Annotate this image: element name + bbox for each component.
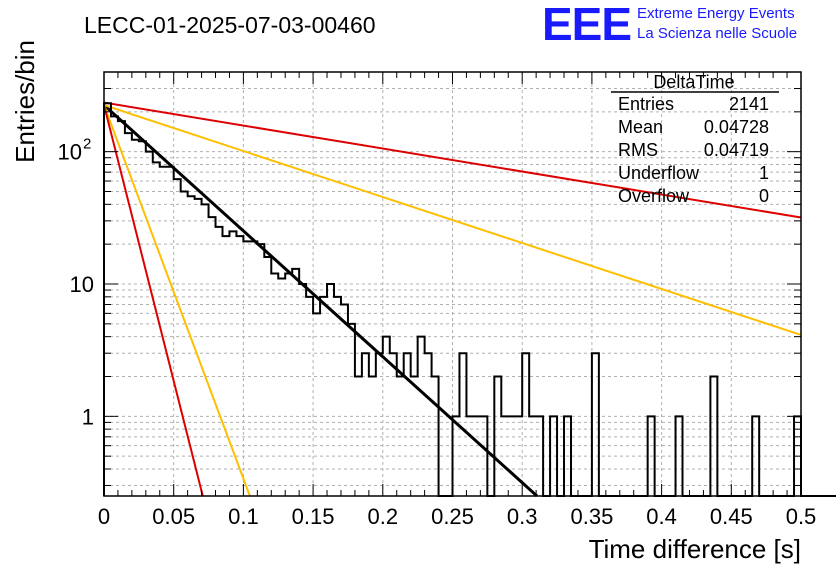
x-tick-label: 0 bbox=[98, 504, 110, 529]
fit-curve bbox=[103, 101, 802, 219]
y-axis-label: Entries/bin bbox=[10, 40, 40, 163]
logo-eee: EEE bbox=[542, 0, 631, 50]
x-tick-label: 0.15 bbox=[292, 504, 335, 529]
stats-value: 0.04728 bbox=[704, 117, 769, 137]
y-tick-label: 10 bbox=[70, 272, 94, 297]
x-tick-label: 0.3 bbox=[507, 504, 538, 529]
x-tick-label: 0.45 bbox=[710, 504, 753, 529]
stats-value: 2141 bbox=[729, 94, 769, 114]
x-tick-label: 0.1 bbox=[228, 504, 259, 529]
stats-label: Underflow bbox=[618, 163, 700, 183]
x-tick-label: 0.25 bbox=[431, 504, 474, 529]
y-tick-label: 10 bbox=[58, 140, 82, 165]
stats-label: RMS bbox=[618, 140, 658, 160]
x-tick-label: 0.05 bbox=[152, 504, 195, 529]
y-tick-exponent: 2 bbox=[83, 136, 91, 153]
logo-line-1: Extreme Energy Events bbox=[637, 5, 795, 22]
chart-title: LECC-01-2025-07-03-00460 bbox=[84, 12, 376, 38]
x-axis-label: Time difference [s] bbox=[589, 534, 801, 564]
fit-curve bbox=[103, 104, 251, 497]
x-tick-label: 0.35 bbox=[570, 504, 613, 529]
stats-title: DeltaTime bbox=[653, 72, 734, 92]
x-tick-label: 0.2 bbox=[368, 504, 399, 529]
stats-box: DeltaTime Entries 2141 Mean 0.04728 RMS 0.047… bbox=[611, 72, 779, 206]
x-tick-label: 0.5 bbox=[786, 504, 817, 529]
y-tick-label: 1 bbox=[82, 404, 94, 429]
x-tick-label: 0.4 bbox=[646, 504, 677, 529]
fit-curve bbox=[103, 104, 204, 497]
stats-value: 0 bbox=[759, 186, 769, 206]
fit-curves bbox=[102, 101, 802, 498]
x-tick-labels: 0 0.05 0.1 0.15 0.2 0.25 0.3 0.35 0.4 0.45 0.5 bbox=[98, 504, 816, 529]
stats-label: Overflow bbox=[618, 186, 690, 206]
logo-line-2: La Scienza nelle Scuole bbox=[637, 25, 797, 42]
fit-curve bbox=[103, 104, 802, 336]
stats-label: Entries bbox=[618, 94, 674, 114]
stats-value: 1 bbox=[759, 163, 769, 183]
axis-ticks bbox=[103, 72, 802, 496]
stats-label: Mean bbox=[618, 117, 663, 137]
grid bbox=[104, 72, 801, 496]
stats-value: 0.04719 bbox=[704, 140, 769, 160]
